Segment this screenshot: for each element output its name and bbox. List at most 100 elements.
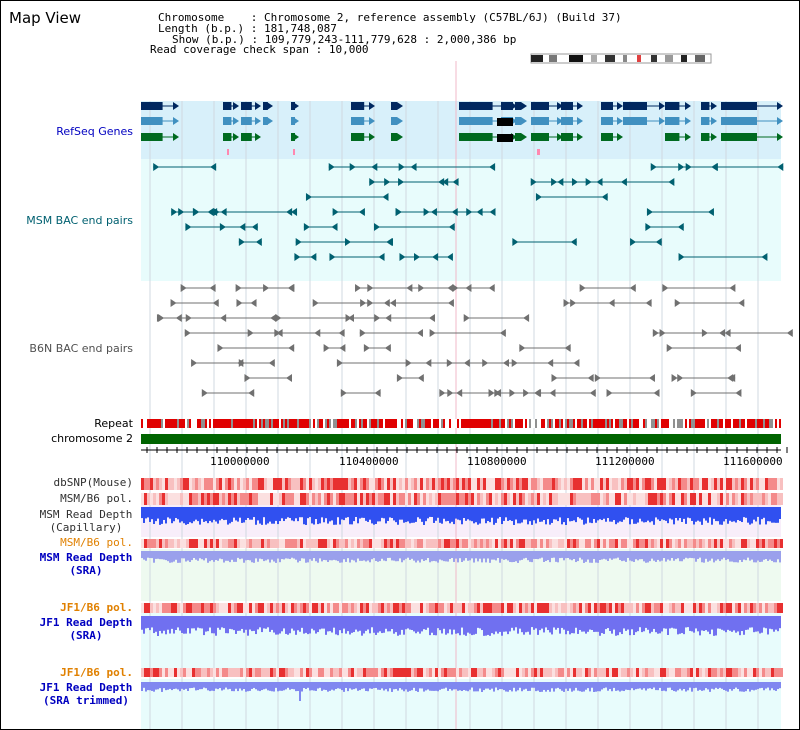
jf1-trim-depth-bar bbox=[247, 682, 249, 692]
repeat-segment bbox=[469, 419, 471, 428]
label-jf1-read-depth-sra[interactable]: JF1 Read Depth (SRA) bbox=[39, 616, 133, 642]
repeat-segment bbox=[641, 419, 643, 428]
jf1-sra-depth-bar bbox=[665, 616, 667, 629]
jf1-trim-depth-bar bbox=[735, 682, 737, 688]
msm-capillary-depth-bar bbox=[697, 507, 699, 521]
label-dbsnp[interactable]: dbSNP(Mouse) bbox=[53, 476, 133, 489]
msm-pol2-cell bbox=[345, 539, 348, 548]
jf1-trim-depth-bar bbox=[159, 682, 161, 689]
msm-sra-depth-bar bbox=[237, 551, 239, 558]
label-msm-read-depth-capillary[interactable]: MSM Read Depth (Capillary) bbox=[39, 508, 133, 534]
repeat-segment bbox=[733, 419, 735, 428]
msm-pol2-cell bbox=[438, 539, 441, 548]
gene-exon bbox=[263, 102, 268, 110]
dbsnp-cell bbox=[648, 478, 651, 490]
msm-sra-depth-bar bbox=[307, 551, 309, 563]
jf1-pol2-cell bbox=[684, 668, 687, 677]
msm-pol2-cell bbox=[657, 539, 660, 548]
jf1-pol2-cell bbox=[648, 668, 651, 677]
jf1-sra-depth-bar bbox=[385, 616, 387, 629]
jf1-sra-depth-bar bbox=[267, 616, 269, 628]
repeat-segment bbox=[771, 419, 773, 428]
label-msm-read-depth-sra[interactable]: MSM Read Depth (SRA) bbox=[39, 551, 133, 577]
msm-pol2-cell bbox=[252, 539, 255, 548]
dbsnp-cell bbox=[609, 478, 612, 490]
msm-pol-cell bbox=[336, 493, 339, 505]
repeat-segment bbox=[391, 419, 393, 428]
label-jf1-b6-pol-1[interactable]: JF1/B6 pol. bbox=[60, 601, 133, 614]
jf1-trim-depth-bar bbox=[639, 682, 641, 689]
jf1-sra-depth-bar bbox=[589, 616, 591, 630]
label-refseq-genes[interactable]: RefSeq Genes bbox=[56, 125, 133, 138]
b6n-bac-pair-end bbox=[645, 299, 652, 307]
label-jf1-read-depth-sra-trimmed[interactable]: JF1 Read Depth (SRA trimmed) bbox=[39, 681, 133, 707]
repeat-segment bbox=[287, 419, 289, 428]
msm-pol-cell bbox=[738, 493, 741, 505]
jf1-trim-depth-bar bbox=[525, 682, 527, 689]
repeat-segment bbox=[555, 419, 557, 428]
jf1-sra-depth-bar bbox=[355, 616, 357, 630]
jf1-pol-cell bbox=[210, 603, 213, 613]
repeat-segment bbox=[319, 419, 321, 428]
msm-sra-depth-bar bbox=[757, 551, 759, 561]
msm-capillary-depth-bar bbox=[155, 507, 157, 522]
msm-capillary-depth-bar bbox=[571, 507, 573, 522]
jf1-trim-depth-bar bbox=[559, 682, 561, 690]
jf1-pol-cell bbox=[189, 603, 192, 613]
jf1-trim-depth-bar bbox=[463, 682, 465, 691]
msm-sra-depth-bar bbox=[311, 551, 313, 561]
gene-exon bbox=[391, 102, 397, 110]
msm-sra-depth-bar bbox=[475, 551, 477, 559]
b6n-bac-pair-end bbox=[312, 299, 319, 307]
msm-sra-depth-bar bbox=[465, 551, 467, 559]
jf1-trim-depth-bar bbox=[587, 682, 589, 689]
jf1-pol2-cell bbox=[738, 668, 741, 677]
msm-pol2-cell bbox=[774, 539, 777, 548]
jf1-sra-depth-bar bbox=[293, 616, 295, 631]
jf1-sra-depth-bar bbox=[591, 616, 593, 630]
jf1-trim-depth-bar bbox=[731, 682, 733, 691]
jf1-pol2-cell bbox=[468, 668, 471, 677]
repeat-segment bbox=[355, 419, 357, 428]
msm-capillary-depth-bar bbox=[765, 507, 767, 525]
msm-pol-cell bbox=[624, 493, 627, 505]
repeat-segment bbox=[251, 419, 253, 428]
msm-pol2-cell bbox=[444, 539, 447, 548]
label-msm-bac-end-pairs[interactable]: MSM BAC end pairs bbox=[26, 214, 133, 227]
msm-pol2-cell bbox=[162, 539, 165, 548]
jf1-pol-cell bbox=[360, 603, 363, 613]
repeat-segment bbox=[505, 419, 507, 428]
jf1-trim-depth-bar bbox=[677, 682, 679, 691]
msm-pol2-cell bbox=[561, 539, 564, 548]
jf1-pol-cell bbox=[354, 603, 357, 613]
jf1-pol2-cell bbox=[618, 668, 621, 677]
msm-capillary-depth-bar bbox=[195, 507, 197, 520]
msm-pol-cell bbox=[627, 493, 630, 505]
label-msm-b6-pol-1[interactable]: MSM/B6 pol. bbox=[60, 492, 133, 505]
msm-sra-depth-bar bbox=[503, 551, 505, 560]
jf1-trim-depth-bar bbox=[341, 682, 343, 691]
msm-pol2-cell bbox=[750, 539, 753, 548]
jf1-pol-cell bbox=[558, 603, 561, 613]
jf1-trim-depth-bar bbox=[517, 682, 519, 691]
jf1-trim-depth-bar bbox=[219, 682, 221, 689]
msm-capillary-depth-bar bbox=[709, 507, 711, 518]
label-jf1-b6-pol-2[interactable]: JF1/B6 pol. bbox=[60, 666, 133, 679]
msm-sra-depth-bar bbox=[287, 551, 289, 559]
jf1-trim-depth-bar bbox=[701, 682, 703, 691]
jf1-sra-depth-bar bbox=[699, 616, 701, 636]
msm-pol2-cell bbox=[693, 539, 696, 548]
msm-capillary-depth-bar bbox=[489, 507, 491, 523]
jf1-pol-cell bbox=[231, 603, 234, 613]
msm-pol-cell bbox=[330, 493, 333, 505]
dbsnp-cell bbox=[705, 478, 708, 490]
repeat-segment bbox=[689, 419, 691, 428]
label-msm-b6-pol-2[interactable]: MSM/B6 pol. bbox=[60, 536, 133, 549]
label-b6n-bac-end-pairs[interactable]: B6N BAC end pairs bbox=[29, 342, 133, 355]
msm-sra-depth-bar bbox=[251, 551, 253, 563]
msm-pol2-cell bbox=[204, 539, 207, 548]
jf1-trim-depth-bar bbox=[609, 682, 611, 690]
msm-capillary-depth-bar bbox=[309, 507, 311, 518]
msm-sra-depth-bar bbox=[685, 551, 687, 558]
